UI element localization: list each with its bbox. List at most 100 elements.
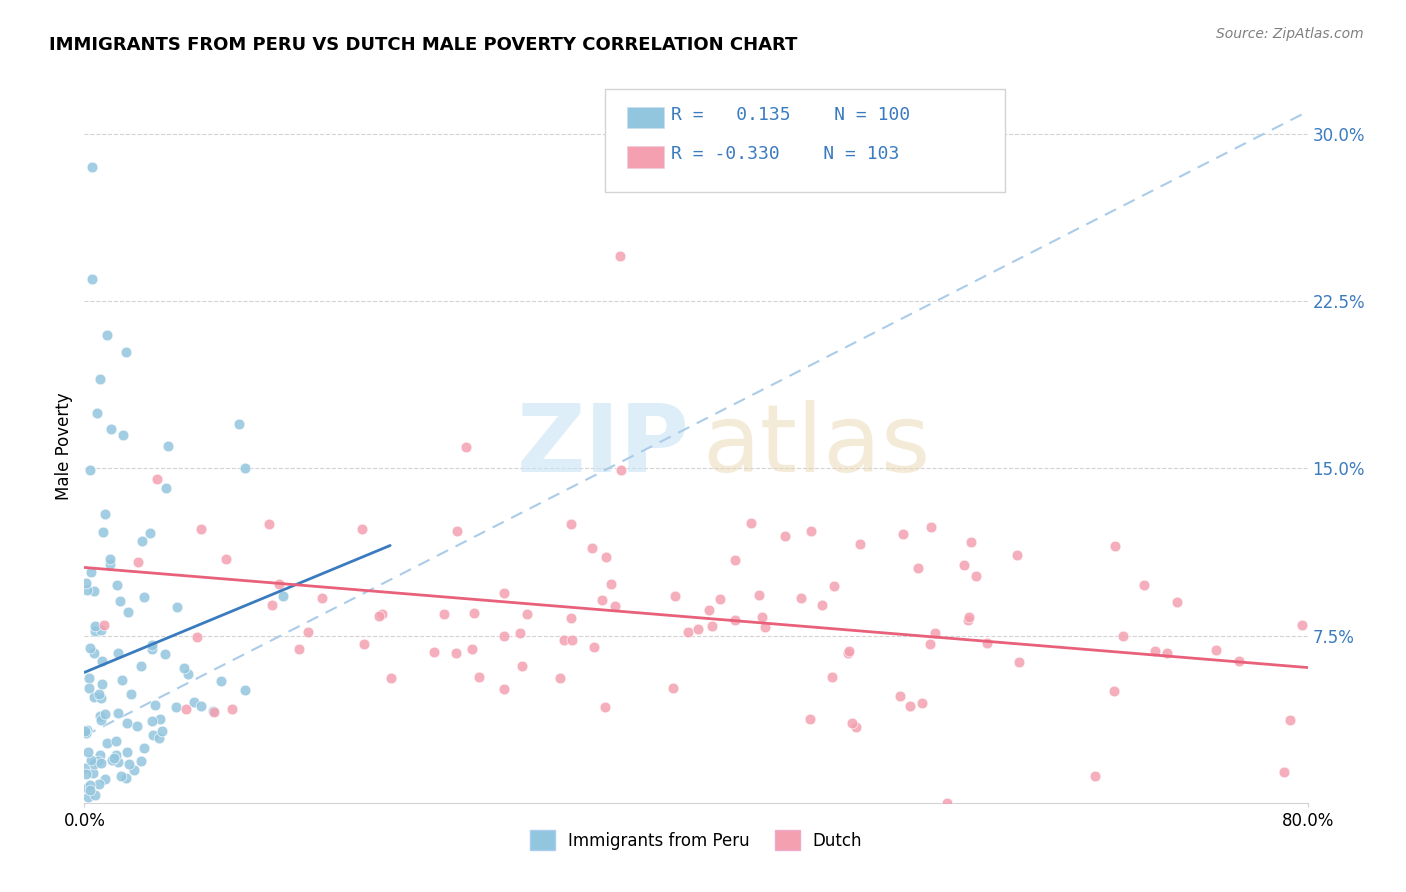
Point <box>83 788 105 802</box>
Point <box>697 603 720 617</box>
Point <box>114 771 136 785</box>
Point <box>583 640 606 654</box>
Point <box>98 557 121 571</box>
Point <box>190 698 212 713</box>
Point <box>155 647 177 661</box>
Text: R = -0.330    N = 103: R = -0.330 N = 103 <box>671 145 898 163</box>
Point <box>823 579 845 593</box>
Point <box>127 555 149 569</box>
Point <box>110 593 132 607</box>
Point <box>94 772 117 786</box>
Point <box>935 796 957 810</box>
Point <box>77 681 100 696</box>
Point <box>127 719 149 733</box>
Point <box>117 716 139 731</box>
Point <box>183 695 205 709</box>
Point <box>811 598 834 612</box>
Point <box>661 681 683 695</box>
Point <box>117 605 139 619</box>
Point <box>368 608 391 623</box>
Point <box>141 714 163 729</box>
Point <box>593 699 616 714</box>
Point <box>73 723 96 738</box>
Point <box>610 462 633 476</box>
Point <box>1278 713 1301 727</box>
Point <box>89 777 111 791</box>
Point <box>150 724 173 739</box>
Point <box>600 577 623 591</box>
Point <box>548 671 571 685</box>
Point <box>107 755 129 769</box>
Point <box>228 417 250 432</box>
Point <box>80 753 103 767</box>
Point <box>723 553 745 567</box>
Point <box>841 716 863 731</box>
Point <box>202 704 225 718</box>
Point <box>79 463 101 477</box>
Point <box>87 754 110 768</box>
Point <box>80 161 103 175</box>
Point <box>93 706 115 721</box>
Point <box>122 763 145 777</box>
Point <box>1205 642 1227 657</box>
Point <box>79 778 101 792</box>
Point <box>131 533 153 548</box>
Point <box>1007 656 1029 670</box>
Point <box>75 576 97 591</box>
Point <box>174 702 197 716</box>
Point <box>90 713 112 727</box>
Point <box>1156 646 1178 660</box>
Y-axis label: Male Poverty: Male Poverty <box>55 392 73 500</box>
Point <box>143 698 166 713</box>
Point <box>120 687 142 701</box>
Point <box>83 619 105 633</box>
Point <box>146 472 169 486</box>
Point <box>1227 654 1250 668</box>
Point <box>80 565 103 579</box>
Point <box>89 372 111 386</box>
Point <box>139 525 162 540</box>
Point <box>920 520 942 534</box>
Point <box>889 689 911 703</box>
Point <box>849 537 872 551</box>
Point <box>89 708 111 723</box>
Point <box>101 753 124 767</box>
Point <box>1133 578 1156 592</box>
Point <box>115 745 138 759</box>
Point <box>456 440 478 454</box>
Point <box>96 736 118 750</box>
Point <box>134 590 156 604</box>
Point <box>920 637 942 651</box>
Point <box>110 769 132 783</box>
Point <box>93 507 115 521</box>
Point <box>165 700 187 714</box>
Point <box>176 667 198 681</box>
Point <box>83 584 105 599</box>
Point <box>221 701 243 715</box>
Point <box>494 629 516 643</box>
Point <box>799 712 821 726</box>
Point <box>1005 548 1028 562</box>
Point <box>800 524 823 539</box>
Point <box>433 607 456 622</box>
Point <box>724 613 747 627</box>
Point <box>186 631 208 645</box>
Point <box>1102 684 1125 698</box>
Point <box>957 613 980 627</box>
Point <box>155 481 177 495</box>
Point <box>215 552 238 566</box>
Point <box>709 591 731 606</box>
Point <box>664 589 686 603</box>
Point <box>104 734 127 748</box>
Point <box>494 681 516 696</box>
Text: ZIP: ZIP <box>517 400 690 492</box>
Point <box>75 761 97 775</box>
Point <box>148 731 170 746</box>
Point <box>79 640 101 655</box>
Point <box>1112 629 1135 643</box>
Point <box>591 593 613 607</box>
Point <box>142 728 165 742</box>
Point <box>76 583 98 598</box>
Point <box>89 747 111 762</box>
Point <box>87 687 110 701</box>
